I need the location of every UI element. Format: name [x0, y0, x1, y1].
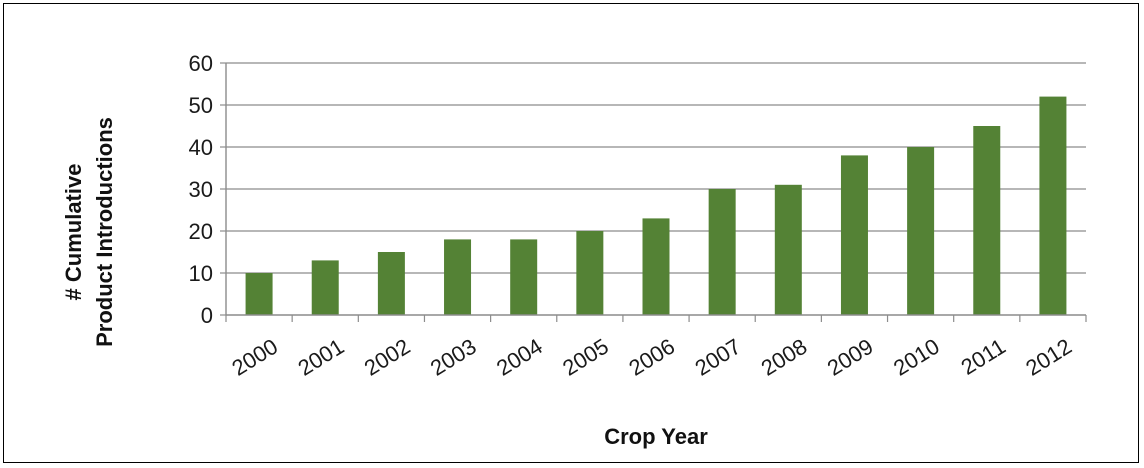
x-tick-label: 2009 — [823, 334, 878, 381]
bar — [311, 260, 339, 315]
y-tick-label: 50 — [189, 93, 213, 118]
y-tick-label: 10 — [189, 261, 213, 286]
x-tick-label: 2004 — [492, 334, 547, 381]
x-tick-label: 2001 — [294, 334, 349, 381]
x-tick-label: 2005 — [558, 334, 613, 381]
bar — [840, 155, 868, 315]
y-tick-label: 40 — [189, 135, 213, 160]
bar — [444, 239, 472, 315]
y-tick-label: 60 — [189, 51, 213, 76]
bar — [510, 239, 538, 315]
bars — [245, 96, 1067, 315]
y-axis-title-line-2: Product Introductions — [92, 117, 117, 347]
bar — [245, 273, 273, 315]
x-tick-label: 2007 — [691, 334, 746, 381]
x-tick-label: 2008 — [757, 334, 812, 381]
axes — [220, 62, 1087, 322]
x-tick-label: 2003 — [426, 334, 481, 381]
bar — [377, 252, 405, 315]
bar — [576, 231, 604, 315]
bar — [774, 184, 802, 315]
bar — [642, 218, 670, 315]
x-tick-label: 2010 — [889, 334, 944, 381]
y-tick-label: 20 — [189, 219, 213, 244]
bar — [907, 147, 935, 315]
y-tick-label: 30 — [189, 177, 213, 202]
y-tick-labels: 0 10 20 30 40 50 60 — [189, 51, 213, 328]
x-tick-label: 2002 — [360, 334, 415, 381]
x-tick-label: 2000 — [227, 334, 282, 381]
x-tick-label: 2012 — [1021, 334, 1076, 381]
x-axis-title: Crop Year — [604, 424, 708, 449]
x-tick-labels: 2000 2001 2002 2003 2004 2005 2006 2007 2008 2009… — [227, 334, 1076, 381]
bar — [708, 189, 736, 315]
y-tick-label: 0 — [201, 303, 213, 328]
y-axis-title-line-1: # Cumulative — [61, 164, 86, 301]
bar — [973, 126, 1001, 315]
bar — [1039, 96, 1067, 315]
chart-frame: 0 10 20 30 40 50 60 2000 2001 2002 2003 2004 2005 20… — [3, 3, 1139, 463]
x-tick-label: 2011 — [957, 334, 1010, 380]
gridlines — [226, 62, 1086, 274]
x-tick-label: 2006 — [624, 334, 679, 381]
